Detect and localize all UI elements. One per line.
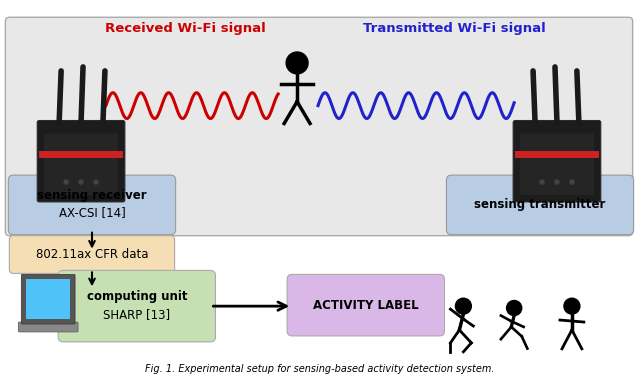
Circle shape (79, 180, 83, 184)
FancyBboxPatch shape (8, 175, 175, 235)
Text: computing unit: computing unit (86, 290, 187, 303)
Circle shape (94, 180, 98, 184)
Text: SHARP [13]: SHARP [13] (103, 307, 170, 321)
Text: Received Wi-Fi signal: Received Wi-Fi signal (105, 22, 266, 35)
FancyBboxPatch shape (520, 133, 594, 195)
Text: Transmitted Wi-Fi signal: Transmitted Wi-Fi signal (363, 22, 546, 35)
FancyBboxPatch shape (287, 274, 444, 336)
Text: AX-CSI [14]: AX-CSI [14] (59, 206, 125, 219)
Bar (515, 151, 599, 158)
Circle shape (286, 52, 308, 74)
Bar (39, 151, 123, 158)
Circle shape (555, 180, 559, 184)
FancyBboxPatch shape (58, 271, 216, 342)
Circle shape (564, 298, 580, 314)
Text: ACTIVITY LABEL: ACTIVITY LABEL (313, 299, 419, 312)
Text: sensing receiver: sensing receiver (37, 190, 147, 203)
FancyBboxPatch shape (5, 17, 632, 236)
FancyBboxPatch shape (10, 236, 175, 273)
Circle shape (507, 301, 522, 315)
Text: Fig. 1. Experimental setup for sensing-based activity detection system.: Fig. 1. Experimental setup for sensing-b… (145, 364, 495, 374)
FancyBboxPatch shape (19, 322, 78, 332)
Circle shape (570, 180, 574, 184)
FancyBboxPatch shape (447, 175, 634, 235)
Circle shape (64, 180, 68, 184)
Circle shape (540, 180, 544, 184)
Text: sensing transmitter: sensing transmitter (474, 198, 605, 211)
Text: 802.11ax CFR data: 802.11ax CFR data (36, 248, 148, 261)
FancyBboxPatch shape (21, 274, 75, 324)
FancyBboxPatch shape (37, 120, 125, 202)
FancyBboxPatch shape (513, 120, 601, 202)
FancyBboxPatch shape (44, 133, 118, 195)
Bar (26, 279, 70, 319)
Circle shape (456, 298, 471, 314)
